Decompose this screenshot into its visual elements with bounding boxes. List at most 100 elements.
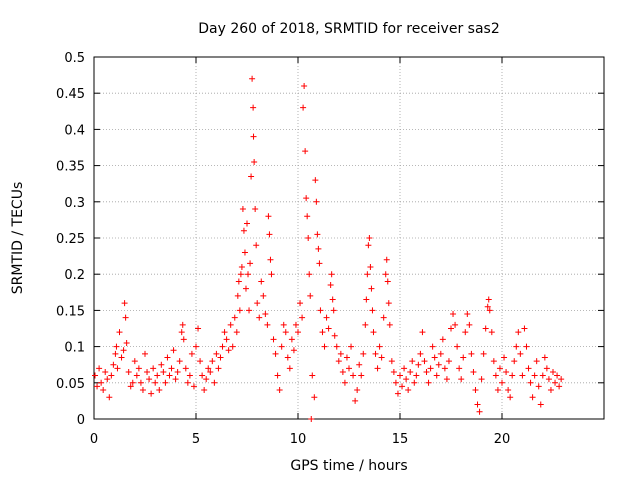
data-point (190, 383, 197, 390)
data-point (543, 365, 550, 372)
x-tick-label: 15 (392, 432, 409, 447)
data-point (308, 416, 315, 422)
data-point (250, 133, 257, 140)
data-point (537, 401, 544, 408)
data-point (472, 387, 479, 394)
data-point (276, 387, 283, 394)
data-point (120, 347, 127, 354)
data-point (174, 368, 181, 375)
data-point (312, 177, 319, 184)
y-tick-label: 0.15 (56, 304, 85, 319)
data-point (118, 354, 125, 361)
data-point (397, 372, 403, 379)
data-point (265, 213, 272, 220)
data-point (160, 368, 167, 375)
data-point (505, 387, 512, 394)
data-point (121, 300, 128, 307)
data-point (547, 387, 554, 394)
data-point (237, 271, 244, 278)
data-point (346, 365, 352, 372)
data-point (433, 372, 440, 379)
data-point (231, 314, 238, 321)
chart-title: Day 260 of 2018, SRMTID for receiver sas… (198, 21, 500, 37)
data-point (390, 368, 397, 375)
data-point (116, 329, 123, 336)
data-point (362, 321, 369, 328)
data-point (341, 379, 348, 386)
data-point (323, 314, 330, 321)
y-tick-label: 0.25 (56, 232, 85, 247)
data-point (234, 292, 241, 299)
data-point (507, 394, 514, 401)
data-point (383, 256, 390, 263)
data-point (238, 263, 245, 270)
data-point (249, 75, 256, 82)
data-point (429, 343, 436, 350)
data-point (252, 206, 259, 213)
data-point (108, 372, 115, 379)
data-point (486, 307, 493, 314)
data-point (474, 401, 481, 408)
x-tick-label: 10 (290, 432, 307, 447)
y-tick-label: 0.35 (56, 160, 85, 175)
data-point (168, 365, 175, 372)
data-point (203, 376, 210, 383)
data-point (485, 296, 492, 303)
data-point (556, 383, 563, 390)
data-point (539, 372, 546, 379)
data-point (439, 336, 446, 343)
data-point (302, 148, 309, 155)
data-point (437, 350, 444, 357)
data-point (112, 350, 119, 357)
y-tick-label: 0.2 (64, 268, 85, 283)
data-point (199, 372, 206, 379)
data-point (235, 278, 242, 285)
data-point (450, 311, 457, 318)
data-point (535, 383, 542, 390)
data-point (380, 314, 387, 321)
data-point (114, 365, 121, 372)
data-point (421, 358, 428, 365)
data-point (186, 372, 193, 379)
data-point (350, 372, 357, 379)
data-point (337, 350, 344, 357)
grid-lines (94, 57, 604, 419)
data-point (158, 361, 165, 368)
data-point (250, 104, 257, 111)
x-tick-label: 5 (192, 432, 200, 447)
data-point (209, 358, 216, 365)
data-point (527, 379, 534, 386)
data-point (423, 368, 430, 375)
data-point (98, 379, 105, 386)
data-point (403, 376, 410, 383)
data-point (179, 321, 186, 328)
data-point (295, 329, 301, 336)
data-point (519, 372, 526, 379)
data-point (458, 376, 465, 383)
data-point (415, 361, 422, 368)
data-point (239, 206, 246, 213)
data-point (443, 376, 450, 383)
data-point (317, 307, 324, 314)
data-point (148, 390, 155, 397)
data-point (550, 368, 556, 375)
data-point (247, 260, 254, 267)
data-point (215, 365, 222, 372)
data-point (205, 365, 212, 372)
data-point (468, 350, 475, 357)
data-point (407, 368, 414, 375)
y-tick-label: 0.05 (56, 377, 85, 392)
data-point (523, 343, 530, 350)
data-point (382, 271, 389, 278)
data-point (419, 329, 426, 336)
data-point (358, 372, 365, 379)
data-point (270, 336, 277, 343)
data-point (150, 365, 157, 372)
data-point (503, 368, 510, 375)
data-point (156, 387, 163, 394)
data-point (515, 329, 522, 336)
data-point (211, 379, 218, 386)
data-point (254, 300, 261, 307)
data-point (137, 379, 144, 386)
data-point (360, 350, 367, 357)
